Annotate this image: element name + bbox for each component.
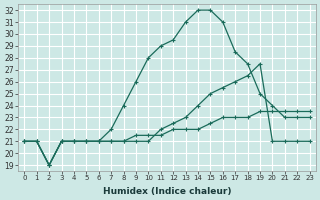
X-axis label: Humidex (Indice chaleur): Humidex (Indice chaleur) — [103, 187, 231, 196]
